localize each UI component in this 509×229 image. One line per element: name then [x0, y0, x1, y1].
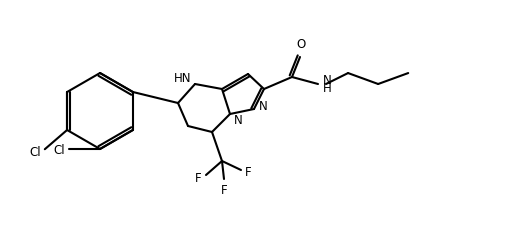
Text: F: F — [220, 183, 227, 196]
Text: HN: HN — [174, 71, 191, 84]
Text: H: H — [322, 82, 331, 95]
Text: N: N — [233, 114, 242, 127]
Text: Cl: Cl — [53, 143, 65, 156]
Text: Cl: Cl — [29, 145, 41, 158]
Text: F: F — [195, 171, 202, 184]
Text: O: O — [296, 38, 305, 51]
Text: F: F — [244, 166, 251, 179]
Text: N: N — [258, 99, 267, 112]
Text: N: N — [322, 73, 331, 86]
